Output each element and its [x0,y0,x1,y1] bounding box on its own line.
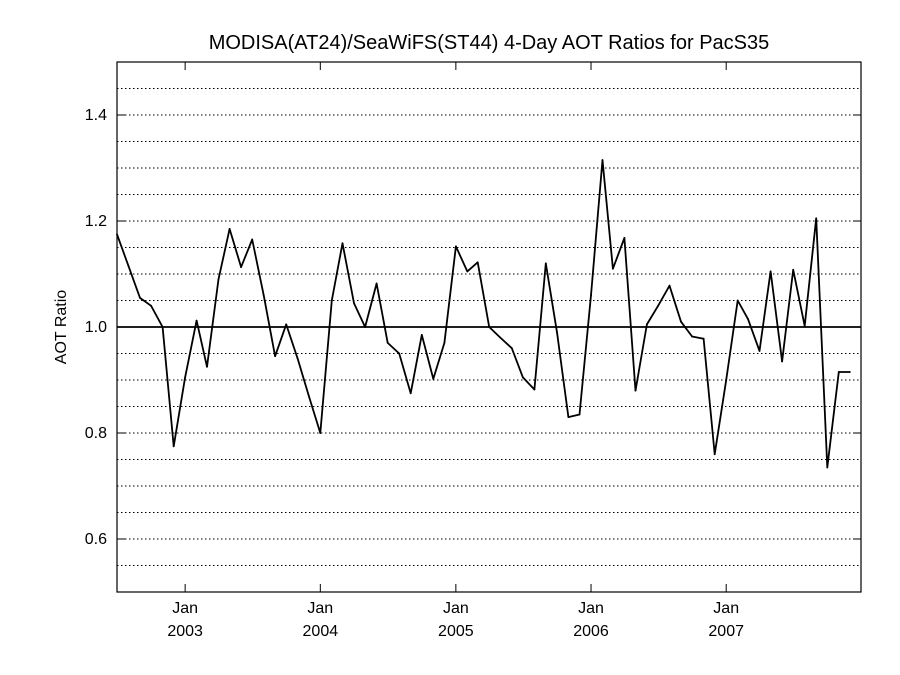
data-point [184,376,187,379]
data-point [341,242,344,245]
data-point [736,299,739,302]
x-tick-label-month: Jan [578,600,604,617]
data-point [398,352,401,355]
data-point [454,245,457,248]
data-point [240,266,242,269]
data-point [578,413,581,416]
data-point [646,323,648,326]
data-point [758,349,761,352]
data-point [285,323,288,326]
data-point [330,299,333,302]
y-tick-label: 1.4 [85,107,107,124]
data-point [725,379,728,381]
x-tick-label-month: Jan [443,600,469,617]
series-layer [116,159,851,469]
data-point [556,331,558,334]
x-tick-label-month: Jan [307,600,333,617]
data-point [139,296,141,299]
data-point [567,416,570,418]
y-axis-label: AOT Ratio [53,290,70,365]
data-point [634,389,637,392]
y-tick-label: 0.8 [85,425,107,442]
data-point [195,319,198,322]
y-tick-label: 1.2 [85,213,107,230]
data-point [499,336,502,339]
data-point [668,284,671,287]
data-point [319,432,322,434]
x-tick-label-month: Jan [172,600,198,617]
data-point [611,267,614,270]
data-point [781,360,784,363]
data-point [150,304,152,307]
data-point [206,365,208,368]
data-point [364,326,367,328]
data-point [691,335,694,338]
data-point [353,302,355,305]
data-point [420,334,423,336]
data-point [792,268,795,271]
data-point [161,326,164,328]
data-point [443,342,446,344]
data-point [803,325,806,327]
data-point [521,376,524,379]
data-point [307,395,310,397]
data-point [590,294,592,297]
data-point [769,270,772,273]
x-tick-label-year: 2005 [438,623,474,640]
data-point [432,378,435,380]
data-point [713,453,716,456]
data-point [296,357,299,360]
series-line [116,159,850,469]
data-point [172,445,175,448]
data-point [476,261,479,264]
data-point [601,159,604,161]
grid-lines [117,88,861,566]
chart-title: MODISA(AT24)/SeaWiFS(ST44) 4-Day AOT Rat… [209,32,770,54]
data-point [251,238,254,241]
x-tick-label-year: 2004 [303,623,339,640]
data-point [409,392,412,395]
data-point [386,342,389,344]
data-point [657,304,659,307]
x-tick-label-year: 2007 [708,623,744,640]
data-point [837,371,840,373]
data-point [544,262,547,265]
data-point [274,355,277,358]
data-point [702,337,705,340]
data-point [815,217,818,220]
data-point [217,278,220,281]
x-tick-label-month: Jan [713,600,739,617]
data-point [466,270,469,273]
data-point [488,326,491,328]
data-point [262,294,265,297]
data-point [826,466,829,469]
data-point [127,265,130,267]
data-point [510,347,513,350]
data-point [533,388,536,391]
data-point [228,228,231,230]
x-tick-label-year: 2006 [573,623,609,640]
tick-layer: 0.6 0.8 1.0 1.2 1.4 Jan 2003 Jan 2004 Jan 2005 Jan 2… [85,62,861,640]
data-point [747,318,749,320]
y-tick-label: 0.6 [85,531,107,548]
data-point [848,371,851,373]
data-point [375,282,378,285]
x-tick-label-year: 2003 [167,623,203,640]
data-point [680,320,682,323]
data-point [623,237,626,239]
y-tick-label: 1.0 [85,319,107,336]
